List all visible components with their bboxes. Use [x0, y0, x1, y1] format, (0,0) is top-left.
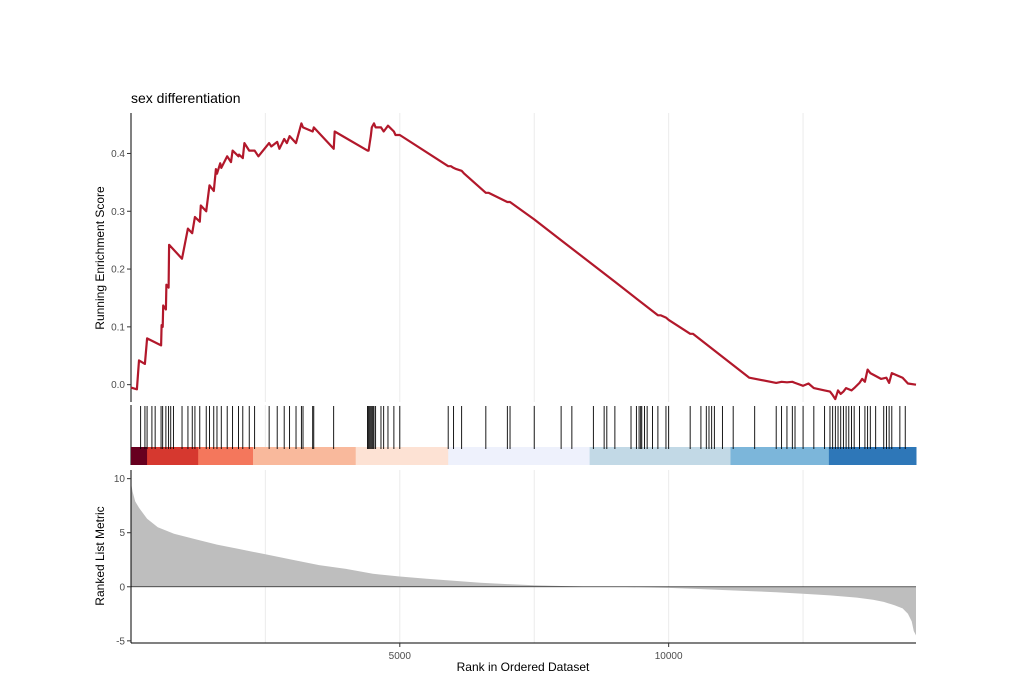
y-tick-label: -5 [116, 636, 125, 647]
rank-color-band [448, 447, 591, 465]
y-tick-label: 0.2 [111, 265, 125, 276]
x-tick-label: 10000 [655, 651, 683, 662]
rank-color-bands [131, 447, 917, 465]
hits-panel [130, 405, 917, 465]
es-y-axis-title: Running Enrichment Score [93, 186, 107, 330]
rank-color-band [131, 447, 148, 465]
rank-color-band [147, 447, 199, 465]
ranked-metric-area [131, 483, 916, 636]
y-tick-label: 0.4 [111, 149, 125, 160]
metric-gridlines [264, 470, 804, 643]
rank-color-band [355, 447, 449, 465]
rank-color-band [828, 447, 917, 465]
x-axis-title: Rank in Ordered Dataset [457, 660, 590, 674]
y-tick-label: 0.3 [111, 207, 125, 218]
y-tick-label: 0.0 [111, 380, 125, 391]
metric-y-ticks: -5 0 5 10 [114, 474, 131, 647]
rank-color-band [198, 447, 254, 465]
es-y-ticks: 0.0 0.1 0.2 0.3 0.4 [111, 149, 131, 391]
y-tick-label: 0 [119, 582, 125, 593]
x-tick-label: 5000 [389, 651, 412, 662]
y-tick-label: 10 [114, 474, 126, 485]
rank-color-band [589, 447, 731, 465]
es-gridlines [264, 113, 804, 402]
running-enrichment-line [130, 122, 917, 401]
rank-color-band [730, 447, 830, 465]
y-tick-label: 5 [119, 528, 125, 539]
es-panel: 0.0 0.1 0.2 0.3 0.4 Running Enrichment Score [93, 113, 917, 402]
x-ticks: 5000 10000 [389, 643, 683, 662]
metric-panel: -5 0 5 10 5000 10000 Ranked List Metric Rank… [93, 470, 916, 674]
metric-y-axis-title: Ranked List Metric [93, 506, 107, 605]
rank-color-band [253, 447, 357, 465]
chart-title: sex differentiation [131, 90, 240, 106]
gene-hit-marks [140, 406, 906, 449]
y-tick-label: 0.1 [111, 322, 125, 333]
